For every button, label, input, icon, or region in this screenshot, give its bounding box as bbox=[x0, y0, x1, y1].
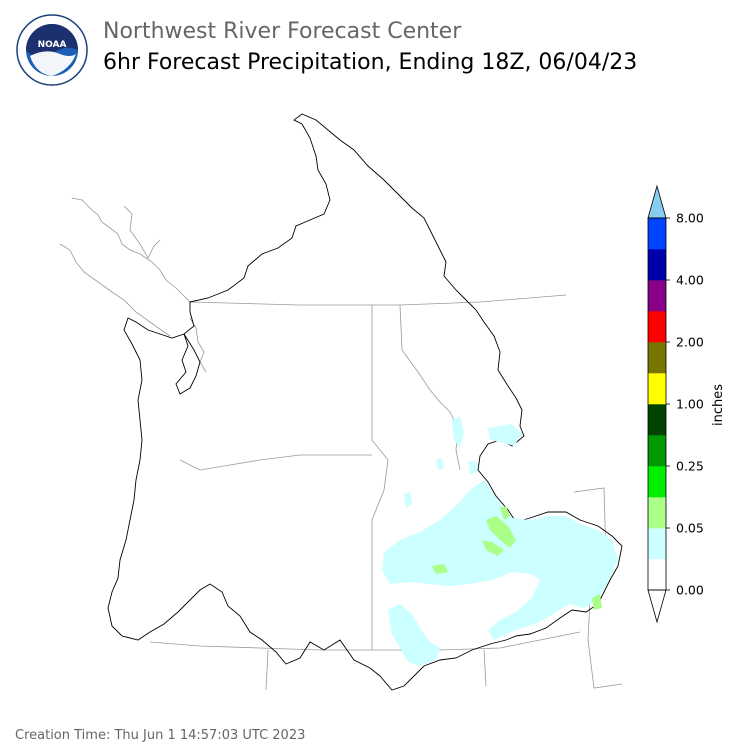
canada-coastline bbox=[59, 197, 207, 373]
page-title: Northwest River Forecast Center bbox=[103, 19, 462, 44]
state-borders bbox=[149, 294, 623, 691]
colorbar-bin bbox=[648, 311, 666, 343]
logo-text: NOAA bbox=[38, 40, 67, 50]
colorbar-unit-label: inches bbox=[711, 384, 726, 426]
map-subtitle: 6hr Forecast Precipitation, Ending 18Z, … bbox=[103, 50, 638, 75]
colorbar-bin bbox=[648, 373, 666, 405]
colorbar-tick-label: 8.00 bbox=[676, 211, 704, 226]
colorbar-bin bbox=[648, 249, 666, 281]
creation-time: Creation Time: Thu Jun 1 14:57:03 UTC 20… bbox=[15, 728, 306, 743]
colorbar-under-triangle bbox=[647, 589, 667, 624]
noaa-logo: NOAA bbox=[16, 14, 88, 86]
colorbar-bin bbox=[648, 280, 666, 312]
precip-area-green bbox=[432, 506, 602, 610]
colorbar-bin bbox=[648, 528, 666, 560]
colorbar-ticks: 0.00 0.05 0.25 1.00 2.00 4.00 8.00 bbox=[666, 211, 704, 598]
colorbar-bins bbox=[648, 218, 666, 591]
colorbar-bin bbox=[648, 218, 666, 250]
puget-sound-outline bbox=[175, 333, 201, 395]
colorbar-tick-label: 0.00 bbox=[676, 583, 704, 598]
colorbar-bin bbox=[648, 404, 666, 436]
colorbar-bin bbox=[648, 497, 666, 529]
colorbar-tick-label: 4.00 bbox=[676, 273, 704, 288]
colorbar-bin bbox=[648, 435, 666, 467]
colorbar-bin bbox=[648, 559, 666, 591]
colorbar-bin bbox=[648, 466, 666, 498]
colorbar-tick-label: 0.05 bbox=[676, 521, 704, 536]
colorbar-bin bbox=[648, 342, 666, 374]
precip-area-light bbox=[382, 416, 618, 666]
colorbar-tick-label: 2.00 bbox=[676, 335, 704, 350]
colorbar-tick-label: 1.00 bbox=[676, 397, 704, 412]
precipitation-map bbox=[59, 113, 623, 691]
colorbar-over-triangle bbox=[647, 184, 667, 219]
colorbar-legend: 0.00 0.05 0.25 1.00 2.00 4.00 8.00 inches bbox=[647, 184, 726, 624]
colorbar-tick-label: 0.25 bbox=[676, 459, 704, 474]
